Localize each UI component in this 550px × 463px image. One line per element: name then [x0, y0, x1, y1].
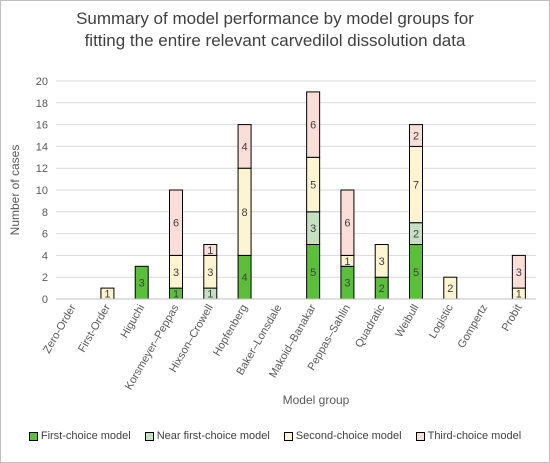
data-label: 5: [310, 180, 316, 192]
data-label: 3: [310, 223, 316, 235]
data-label: 1: [207, 289, 213, 301]
data-label: 3: [379, 256, 385, 268]
data-label: 1: [344, 256, 350, 268]
chart-title: Summary of model performance by model gr…: [0, 8, 550, 52]
data-label: 3: [173, 267, 179, 279]
legend-swatch: [144, 431, 154, 441]
data-label: 7: [413, 180, 419, 192]
data-label: 3: [207, 267, 213, 279]
x-tick-label: First-Order: [76, 302, 113, 354]
legend-label: Near first-choice model: [156, 430, 270, 442]
y-tick-label: 4: [42, 250, 48, 262]
legend-item: Second-choice model: [283, 430, 402, 442]
data-label: 1: [207, 245, 213, 257]
y-tick-label: 10: [36, 185, 48, 197]
data-label: 5: [413, 267, 419, 279]
legend-item: Third-choice model: [415, 430, 522, 442]
legend-swatch: [283, 431, 293, 441]
y-tick-label: 16: [36, 120, 48, 132]
x-tick-label: Probit: [500, 303, 525, 334]
data-label: 6: [173, 218, 179, 230]
y-axis-title: Number of cases: [8, 145, 22, 236]
bar-segment: [169, 189, 183, 256]
legend-label: Third-choice model: [427, 430, 522, 442]
chart-title-line-1: Summary of model performance by model gr…: [76, 9, 474, 28]
data-label: 4: [242, 141, 248, 153]
data-label: 8: [242, 207, 248, 219]
bar-segment: [511, 254, 526, 289]
x-tick-label: Hopfenberg: [211, 303, 250, 359]
x-axis-title: Model group: [283, 393, 350, 407]
x-tick-label: Weibull: [393, 303, 421, 340]
y-tick-label: 12: [36, 163, 48, 175]
chart-legend: First-choice model Near first-choice mode…: [0, 430, 550, 442]
legend-label: Second-choice model: [295, 430, 402, 442]
x-tick-label: Quadratic: [353, 302, 387, 350]
legend-item: First-choice model: [28, 430, 131, 442]
y-tick-label: 20: [36, 76, 48, 88]
bar-segment: [340, 189, 355, 256]
legend-item: Near first-choice model: [144, 430, 270, 442]
data-label: 2: [447, 283, 453, 295]
bar-segment: [203, 244, 218, 256]
x-tick-label: Logistic: [427, 302, 456, 341]
data-label: 1: [104, 289, 110, 301]
y-tick-label: 0: [42, 294, 48, 306]
data-label: 6: [310, 120, 316, 132]
legend-label: First-choice model: [40, 430, 131, 442]
bar-segment: [306, 91, 321, 158]
data-label: 5: [310, 267, 316, 279]
y-tick-label: 6: [42, 229, 48, 241]
bar-segment: [374, 244, 389, 278]
chart-title-line-2: fitting the entire relevant carvedilol d…: [84, 31, 466, 50]
data-label: 2: [413, 229, 419, 241]
x-tick-label: Zero-Order: [41, 302, 79, 355]
data-label: 2: [413, 131, 419, 143]
bar-segment: [409, 124, 423, 147]
data-label: 2: [379, 283, 385, 295]
x-tick-label: Higuchi: [119, 303, 148, 341]
data-label: 6: [344, 218, 350, 230]
data-label: 3: [516, 267, 522, 279]
data-label: 1: [516, 289, 522, 301]
legend-swatch: [28, 431, 38, 441]
legend-swatch: [415, 431, 425, 441]
x-tick-label: Gompertz: [456, 302, 491, 350]
data-label: 1: [173, 289, 179, 301]
data-label: 3: [139, 278, 145, 290]
bar-segment: [237, 124, 252, 169]
data-label: 3: [344, 278, 350, 290]
y-tick-label: 14: [36, 141, 48, 153]
y-tick-label: 2: [42, 272, 48, 284]
y-tick-label: 18: [36, 98, 48, 110]
y-tick-label: 8: [42, 207, 48, 219]
data-label: 4: [242, 272, 248, 284]
